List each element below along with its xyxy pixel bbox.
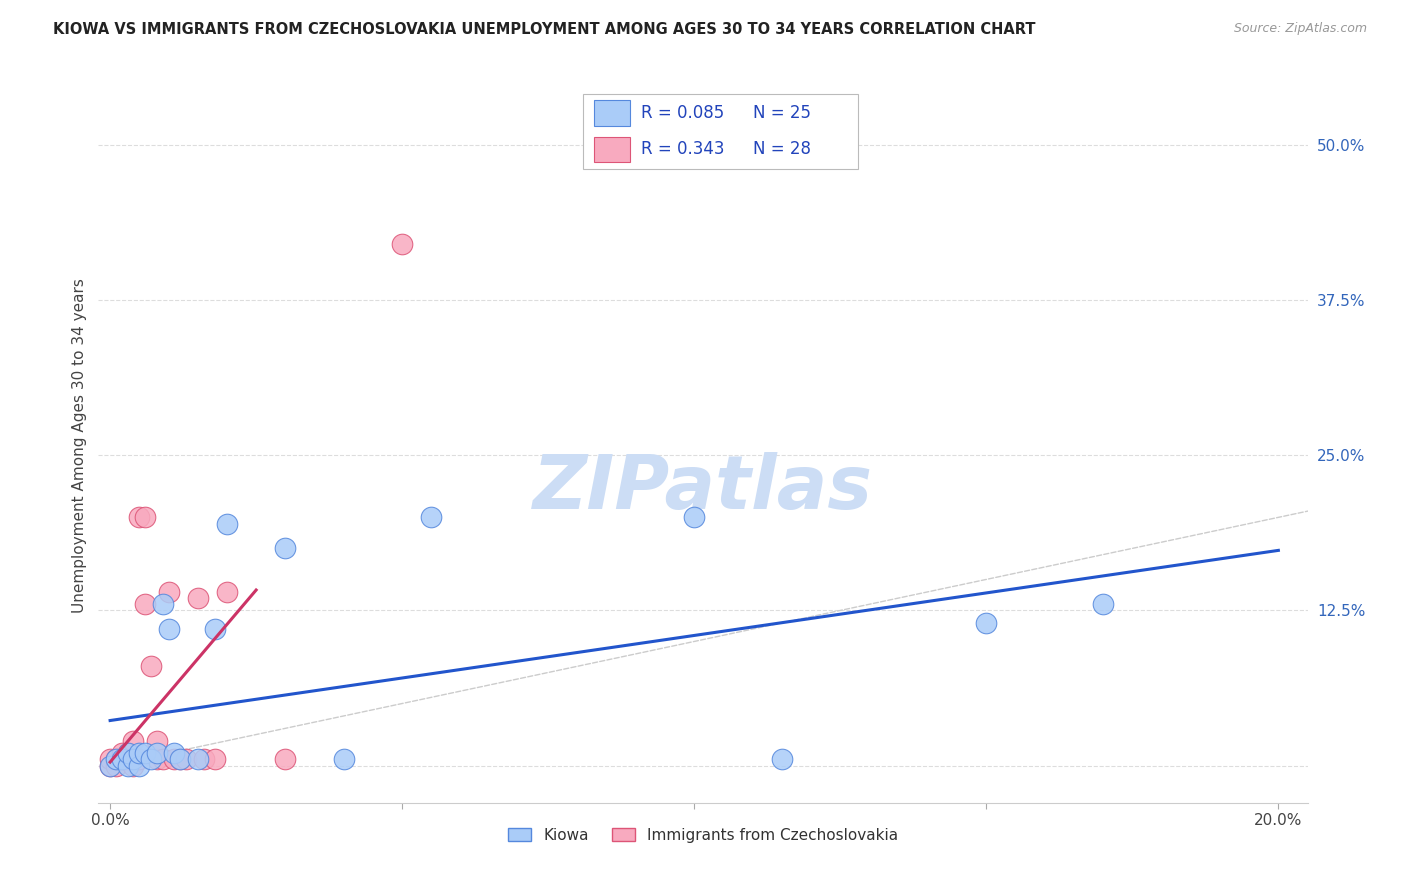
Point	[174, 752, 197, 766]
Point	[215, 584, 238, 599]
Point	[128, 752, 150, 766]
Text: KIOWA VS IMMIGRANTS FROM CZECHOSLOVAKIA UNEMPLOYMENT AMONG AGES 30 TO 34 YEARS C: KIOWA VS IMMIGRANTS FROM CZECHOSLOVAKIA …	[53, 22, 1036, 37]
Point	[187, 752, 209, 766]
Point	[204, 752, 226, 766]
Point	[152, 752, 174, 766]
Point	[128, 758, 150, 772]
Point	[122, 733, 145, 747]
Point	[134, 746, 156, 760]
Point	[98, 758, 121, 772]
Point	[117, 746, 139, 760]
Text: ZIPatlas: ZIPatlas	[533, 452, 873, 525]
Point	[204, 622, 226, 636]
Point	[420, 510, 443, 524]
Point	[193, 752, 215, 766]
Point	[683, 510, 706, 524]
Point	[139, 752, 162, 766]
Text: R = 0.085: R = 0.085	[641, 104, 724, 122]
Point	[117, 752, 139, 766]
Point	[770, 752, 793, 766]
Text: Source: ZipAtlas.com: Source: ZipAtlas.com	[1233, 22, 1367, 36]
Y-axis label: Unemployment Among Ages 30 to 34 years: Unemployment Among Ages 30 to 34 years	[72, 278, 87, 614]
Point	[146, 733, 169, 747]
Point	[139, 659, 162, 673]
Point	[104, 758, 127, 772]
Point	[111, 746, 134, 760]
Point	[169, 752, 191, 766]
Point	[974, 615, 997, 630]
Point	[274, 752, 297, 766]
Point	[274, 541, 297, 556]
Point	[146, 746, 169, 760]
Text: N = 25: N = 25	[754, 104, 811, 122]
Text: R = 0.343: R = 0.343	[641, 140, 724, 159]
Point	[391, 237, 413, 252]
Point	[169, 752, 191, 766]
Point	[134, 510, 156, 524]
Point	[332, 752, 354, 766]
Point	[117, 758, 139, 772]
Point	[122, 752, 145, 766]
Point	[122, 758, 145, 772]
Point	[104, 752, 127, 766]
Point	[187, 591, 209, 605]
Point	[157, 584, 180, 599]
Point	[128, 510, 150, 524]
Text: N = 28: N = 28	[754, 140, 811, 159]
Point	[134, 597, 156, 611]
Point	[111, 752, 134, 766]
Point	[146, 752, 169, 766]
Point	[98, 752, 121, 766]
Point	[163, 752, 186, 766]
Bar	[595, 101, 630, 126]
Legend: Kiowa, Immigrants from Czechoslovakia: Kiowa, Immigrants from Czechoslovakia	[502, 822, 904, 848]
Point	[98, 758, 121, 772]
Point	[111, 752, 134, 766]
Point	[157, 622, 180, 636]
Point	[117, 746, 139, 760]
Point	[152, 597, 174, 611]
Bar	[595, 136, 630, 161]
Point	[128, 746, 150, 760]
Point	[104, 752, 127, 766]
Point	[163, 746, 186, 760]
Point	[215, 516, 238, 531]
Point	[1092, 597, 1115, 611]
